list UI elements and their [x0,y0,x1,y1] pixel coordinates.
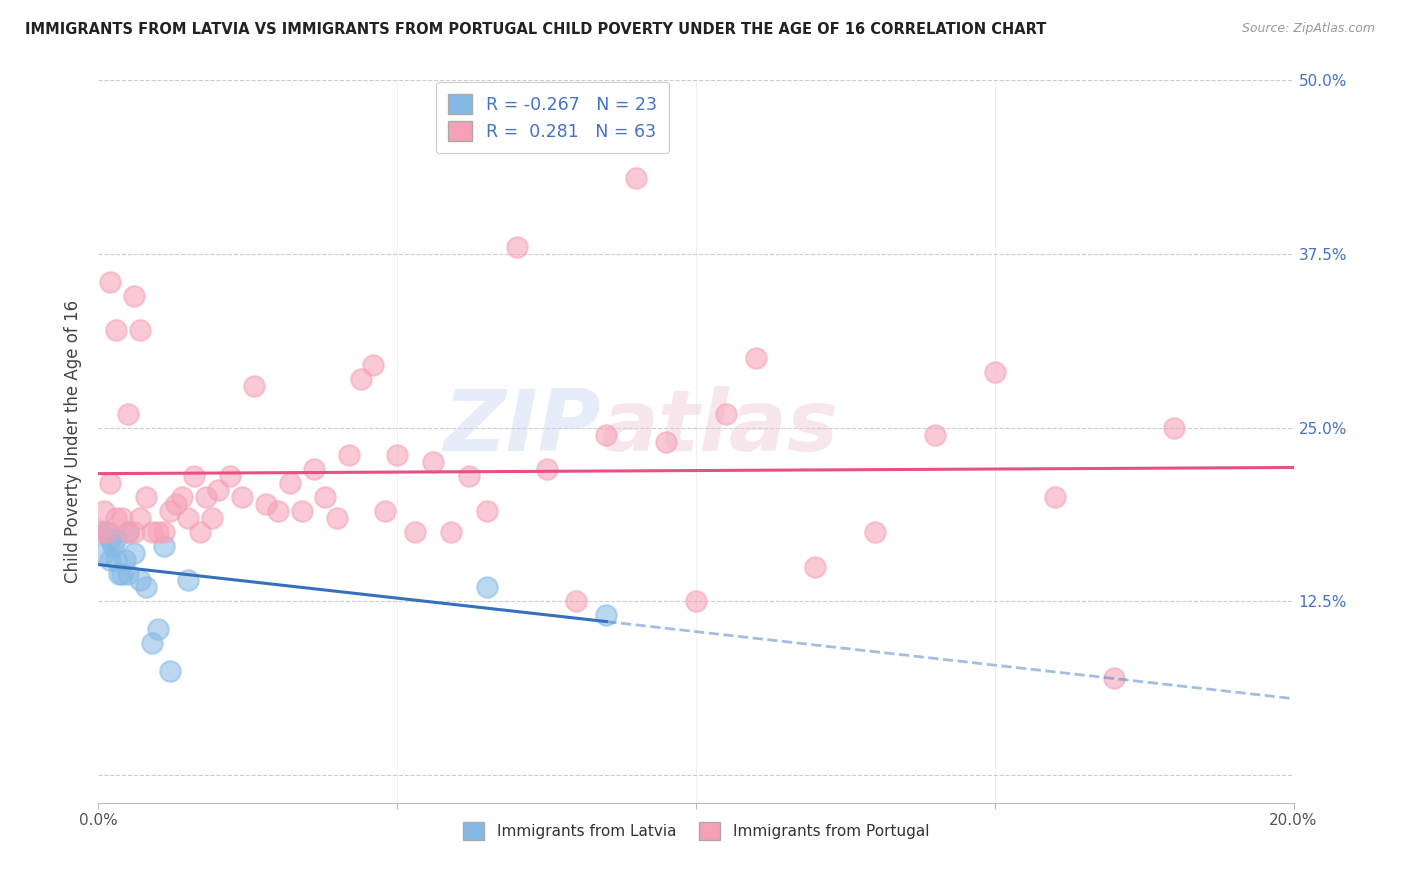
Point [745,351,768,366]
Point [315,490,337,504]
Text: ZIP: ZIP [443,385,600,468]
Point [129,511,152,525]
Point [714,407,737,421]
Point [219,469,242,483]
Point [141,524,163,539]
Point [111,566,134,581]
Point [108,566,131,581]
Point [302,462,325,476]
Point [90,524,112,539]
Point [1163,420,1185,434]
Point [93,546,115,560]
Point [98,552,122,566]
Point [96,524,118,539]
Point [159,664,181,678]
Point [114,552,136,566]
Legend: Immigrants from Latvia, Immigrants from Portugal: Immigrants from Latvia, Immigrants from … [457,816,935,846]
Point [172,490,194,504]
Point [475,581,498,595]
Point [117,407,139,421]
Point [148,524,170,539]
Point [404,524,426,539]
Point [153,539,176,553]
Point [339,449,361,463]
Point [506,240,529,254]
Point [141,636,163,650]
Point [363,358,385,372]
Point [207,483,229,498]
Point [117,524,139,539]
Text: IMMIGRANTS FROM LATVIA VS IMMIGRANTS FROM PORTUGAL CHILD POVERTY UNDER THE AGE O: IMMIGRANTS FROM LATVIA VS IMMIGRANTS FRO… [25,22,1046,37]
Point [135,581,157,595]
Point [422,455,444,469]
Point [105,532,128,546]
Y-axis label: Child Poverty Under the Age of 16: Child Poverty Under the Age of 16 [65,300,83,583]
Point [1104,671,1126,685]
Point [105,511,128,525]
Point [153,524,176,539]
Point [536,462,558,476]
Point [117,524,139,539]
Point [595,427,617,442]
Point [124,288,146,302]
Point [440,524,463,539]
Text: atlas: atlas [600,385,838,468]
Point [124,546,146,560]
Point [129,323,152,337]
Point [291,504,314,518]
Point [243,379,266,393]
Point [475,504,498,518]
Point [924,427,946,442]
Point [98,532,122,546]
Point [458,469,481,483]
Point [685,594,707,608]
Point [177,511,200,525]
Point [183,469,205,483]
Point [96,524,118,539]
Point [148,622,170,636]
Point [278,476,301,491]
Point [135,490,157,504]
Point [105,552,128,566]
Point [595,608,617,623]
Point [165,497,187,511]
Point [565,594,588,608]
Point [804,559,827,574]
Point [254,497,277,511]
Point [177,574,200,588]
Point [195,490,218,504]
Point [374,504,396,518]
Point [105,323,128,337]
Point [90,524,112,539]
Point [655,434,678,449]
Point [103,539,125,553]
Point [201,511,224,525]
Point [98,476,122,491]
Point [117,566,139,581]
Point [124,524,146,539]
Text: Source: ZipAtlas.com: Source: ZipAtlas.com [1241,22,1375,36]
Point [159,504,181,518]
Point [188,524,211,539]
Point [93,504,115,518]
Point [267,504,290,518]
Point [350,372,373,386]
Point [984,365,1007,379]
Point [385,449,409,463]
Point [98,275,122,289]
Point [129,574,152,588]
Point [1043,490,1066,504]
Point [626,170,648,185]
Point [111,511,134,525]
Point [326,511,349,525]
Point [231,490,253,504]
Point [865,524,887,539]
